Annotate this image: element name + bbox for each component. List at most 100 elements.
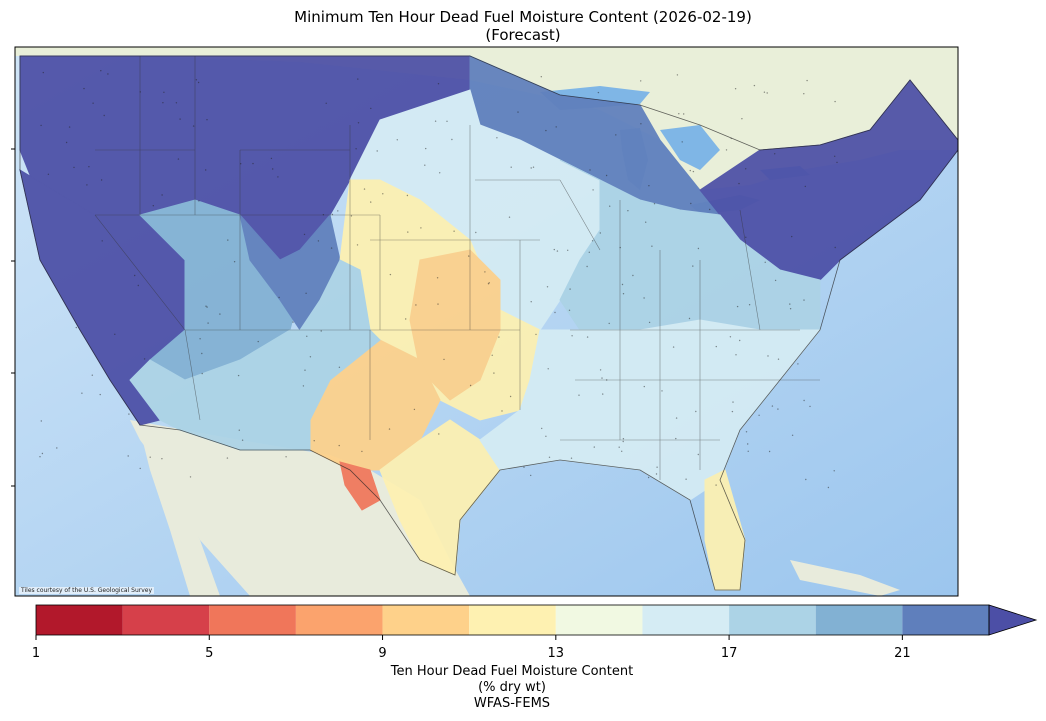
colorbar-bin-5 — [469, 605, 556, 635]
station-dot — [469, 384, 472, 387]
station-dot — [545, 129, 547, 132]
station-dot — [643, 297, 645, 299]
station-dot — [834, 155, 836, 157]
colorbar-extend-arrow — [988, 604, 1038, 636]
station-dot — [396, 139, 398, 141]
station-dot — [237, 374, 240, 377]
plot-frame — [14, 46, 959, 597]
station-dot — [331, 213, 334, 216]
station-dot — [517, 111, 519, 113]
station-dot — [337, 210, 339, 212]
colorbar-bin-4 — [382, 605, 470, 635]
station-dot — [143, 358, 146, 360]
station-dot — [198, 200, 200, 202]
station-dot — [672, 346, 675, 348]
station-dot — [681, 141, 683, 143]
station-dot — [413, 408, 416, 411]
station-dot — [803, 399, 805, 402]
baja-land — [140, 430, 220, 596]
cuba-land — [790, 560, 900, 596]
station-dot — [303, 233, 306, 236]
station-dot — [827, 486, 830, 489]
station-dot — [540, 76, 542, 78]
colorbar-bin-8 — [729, 605, 816, 635]
station-dot — [586, 265, 588, 268]
station-dot — [317, 240, 320, 242]
station-dot — [356, 244, 359, 246]
colorbar-bins — [35, 604, 1038, 636]
station-dot — [791, 235, 793, 238]
station-dot — [103, 114, 105, 117]
station-dot — [745, 431, 748, 433]
station-dot — [764, 261, 766, 263]
lake-huron — [660, 125, 720, 170]
station-dot — [774, 279, 777, 282]
station-dot — [47, 173, 50, 175]
contour-region-10 — [339, 461, 381, 511]
station-dot — [100, 70, 102, 72]
station-dot — [226, 457, 229, 459]
station-dot — [836, 161, 838, 164]
station-dot — [789, 303, 791, 305]
colorbar-bin-1 — [122, 605, 210, 635]
station-dot — [774, 153, 776, 155]
station-dot — [201, 372, 203, 375]
station-dot — [578, 394, 580, 396]
station-dot — [75, 326, 78, 329]
station-dot — [161, 458, 163, 460]
station-dot — [621, 450, 623, 452]
station-dot — [107, 73, 109, 75]
station-dot — [41, 452, 44, 455]
station-dot — [530, 474, 532, 477]
station-dot — [805, 478, 807, 481]
state-boundaries — [94, 56, 820, 480]
station-dot — [207, 322, 209, 324]
station-dot — [553, 248, 555, 251]
station-dot — [197, 81, 200, 84]
station-dot — [134, 274, 136, 277]
station-dot — [661, 390, 663, 392]
station-dot — [647, 476, 650, 479]
station-dot — [546, 286, 549, 288]
station-dot — [484, 271, 486, 273]
station-dot — [453, 230, 455, 232]
station-dot — [192, 125, 195, 127]
station-dot — [609, 205, 611, 207]
moisture-contours — [19, 55, 958, 591]
map-credit: Tiles courtesy of the U.S. Geological Su… — [19, 587, 155, 594]
station-dot — [555, 126, 557, 128]
station-dot — [768, 450, 771, 453]
station-dot — [493, 372, 495, 374]
station-dot — [73, 166, 75, 169]
station-dot — [608, 322, 610, 325]
station-dot — [547, 368, 549, 370]
station-dot — [806, 79, 808, 82]
station-dot — [446, 120, 448, 123]
station-dot — [789, 308, 792, 310]
station-dot — [591, 240, 594, 242]
station-dot — [415, 304, 417, 306]
station-dot — [571, 335, 573, 337]
station-dot — [205, 169, 207, 171]
station-dot — [621, 283, 624, 286]
station-dot — [809, 405, 811, 408]
station-dot — [302, 385, 305, 387]
station-dot — [709, 208, 711, 211]
station-dot — [189, 476, 192, 478]
colorbar-ticks: 1 5 9 13 17 21 — [32, 635, 911, 661]
station-dot — [645, 221, 647, 223]
colorbar-bin-0 — [36, 605, 123, 635]
station-dot — [438, 433, 440, 435]
station-dot — [439, 172, 441, 174]
station-dot — [83, 87, 85, 90]
station-dot — [219, 313, 221, 315]
station-dot — [382, 193, 384, 195]
station-dot — [541, 427, 543, 430]
station-dot — [777, 408, 779, 410]
station-dot — [509, 395, 512, 398]
station-markers — [39, 70, 838, 489]
station-dot — [86, 184, 88, 186]
station-dot — [569, 288, 571, 290]
station-dot — [739, 339, 741, 342]
